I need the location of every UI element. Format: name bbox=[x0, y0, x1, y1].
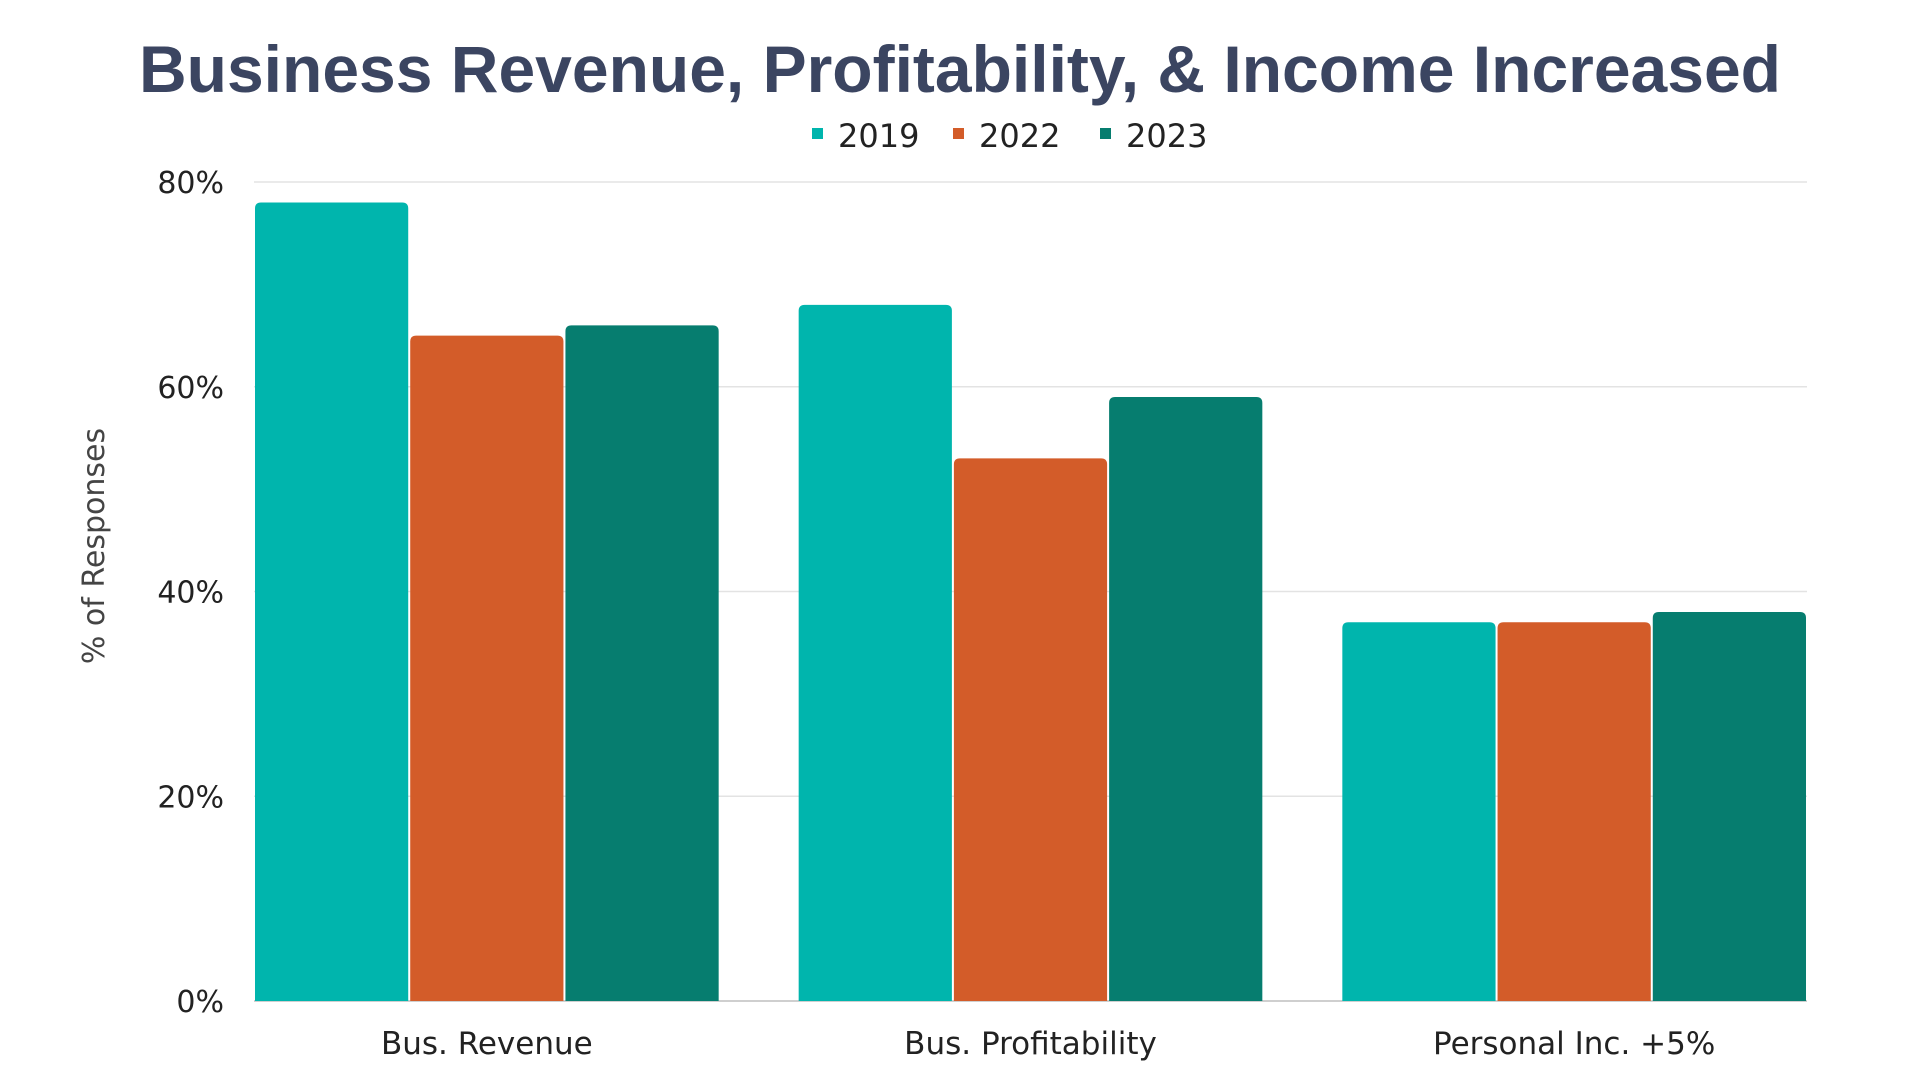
bar-2022-2 bbox=[1497, 622, 1651, 1001]
bar-2022-0 bbox=[410, 335, 564, 1001]
y-tick-label: 40% bbox=[157, 576, 224, 611]
y-tick-label: 80% bbox=[157, 166, 224, 201]
x-category-label: Personal Inc. +5% bbox=[1433, 1026, 1715, 1062]
legend-swatch-2023 bbox=[1100, 128, 1111, 139]
bar-2023-0 bbox=[565, 325, 719, 1001]
y-axis-label: % of Responses bbox=[77, 428, 112, 664]
bar-2019-1 bbox=[798, 304, 952, 1002]
bar-2023-1 bbox=[1109, 396, 1263, 1001]
x-axis-categories: Bus. Revenue Bus. Profitability Personal I… bbox=[381, 1026, 1715, 1062]
chart-title: Business Revenue, Profitability, & Incom… bbox=[139, 32, 1781, 106]
legend-label: 2022 bbox=[979, 117, 1060, 155]
bar-2022-1 bbox=[953, 458, 1108, 1002]
x-category-label: Bus. Profitability bbox=[904, 1026, 1157, 1062]
x-category-label: Bus. Revenue bbox=[381, 1026, 593, 1062]
y-tick-label: 0% bbox=[176, 985, 224, 1020]
legend-label: 2019 bbox=[838, 117, 919, 155]
bars bbox=[255, 202, 1806, 1002]
bar-2019-2 bbox=[1342, 622, 1496, 1001]
y-tick-label: 60% bbox=[157, 371, 224, 406]
legend-swatch-2022 bbox=[953, 128, 964, 139]
legend-label: 2023 bbox=[1126, 117, 1207, 155]
y-tick-label: 20% bbox=[157, 780, 224, 815]
bar-2023-2 bbox=[1652, 611, 1806, 1001]
bar-2019-0 bbox=[255, 202, 409, 1002]
y-axis-ticks: 0% 20% 40% 60% 80% bbox=[157, 166, 224, 1020]
legend: 2019 2022 2023 bbox=[812, 117, 1207, 155]
legend-swatch-2019 bbox=[812, 128, 823, 139]
